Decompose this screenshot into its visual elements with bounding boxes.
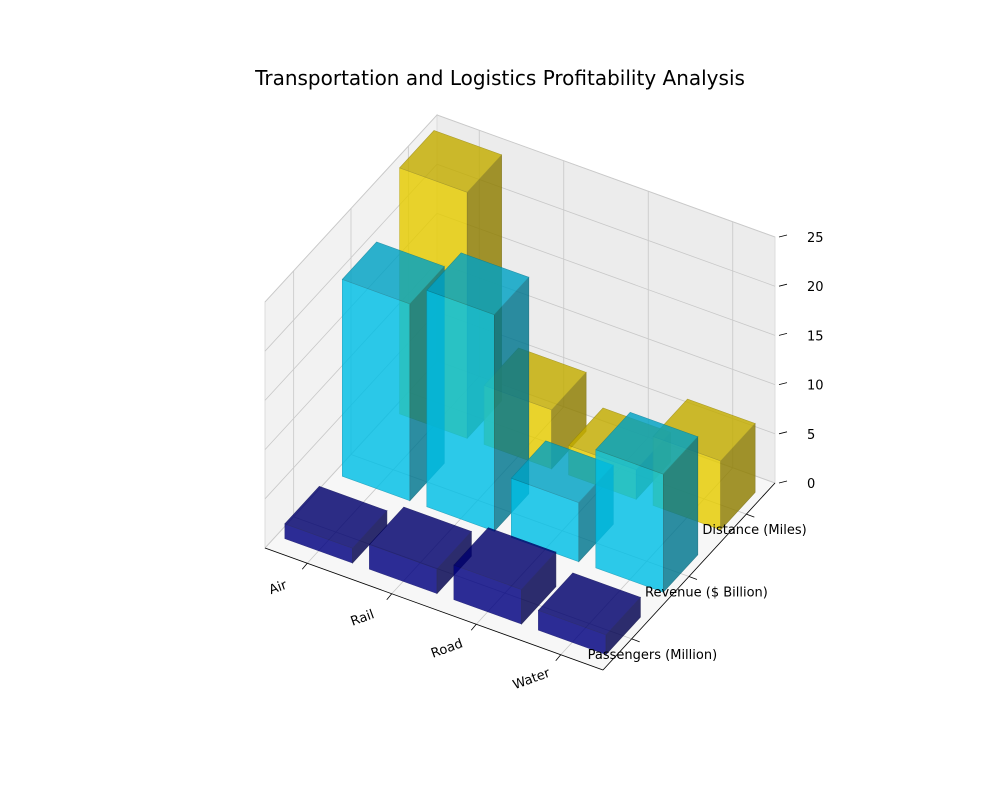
bar-passengers-road bbox=[453, 527, 557, 625]
x-tick-label: Water bbox=[511, 666, 553, 693]
z-tick-label: 25 bbox=[807, 231, 824, 246]
z-tick bbox=[778, 480, 788, 484]
x-tick bbox=[301, 562, 308, 570]
y-tick bbox=[688, 576, 698, 580]
bar-face bbox=[426, 289, 495, 532]
z-gridline bbox=[264, 114, 776, 303]
z-tick bbox=[778, 431, 788, 435]
y-tick-label: Distance (Miles) bbox=[702, 523, 806, 538]
y-tick-label: Revenue ($ Billion) bbox=[645, 586, 768, 601]
z-tick-label: 0 bbox=[807, 477, 815, 492]
x-tick bbox=[470, 623, 477, 631]
y-tick bbox=[746, 513, 755, 518]
bar-face bbox=[341, 278, 411, 502]
bar-face bbox=[341, 241, 445, 305]
bar-face bbox=[284, 486, 388, 549]
chart-title: Transportation and Logistics Profitabili… bbox=[255, 66, 745, 90]
bar-passengers-air bbox=[284, 486, 388, 564]
bar-face bbox=[595, 411, 699, 475]
bar-face bbox=[453, 527, 557, 590]
bar-face bbox=[426, 252, 530, 316]
z-tick-label: 5 bbox=[807, 428, 815, 443]
x-tick-label: Road bbox=[429, 636, 465, 661]
z-tick-label: 15 bbox=[807, 329, 824, 344]
z-tick bbox=[778, 333, 788, 336]
y-tick bbox=[631, 638, 640, 643]
z-tick-label: 10 bbox=[807, 379, 824, 394]
x-axis-line bbox=[264, 547, 604, 671]
z-tick bbox=[778, 283, 788, 287]
bar-face bbox=[595, 449, 664, 593]
bar-face bbox=[537, 572, 641, 636]
z-tick-label: 20 bbox=[807, 280, 824, 295]
bar-passengers-rail bbox=[368, 506, 472, 595]
z-tick bbox=[778, 234, 788, 238]
bar-face bbox=[368, 506, 472, 570]
bar-revenue-rail bbox=[426, 252, 530, 532]
z-tick bbox=[778, 382, 788, 385]
x-tick-label: Rail bbox=[349, 607, 377, 629]
bar-revenue-water bbox=[595, 411, 699, 593]
bar-face bbox=[399, 130, 503, 193]
x-tick bbox=[386, 593, 393, 601]
x-tick-label: Air bbox=[267, 578, 290, 598]
x-tick bbox=[555, 654, 562, 662]
y-tick-label: Passengers (Million) bbox=[588, 648, 718, 663]
bar-passengers-water bbox=[537, 572, 641, 656]
